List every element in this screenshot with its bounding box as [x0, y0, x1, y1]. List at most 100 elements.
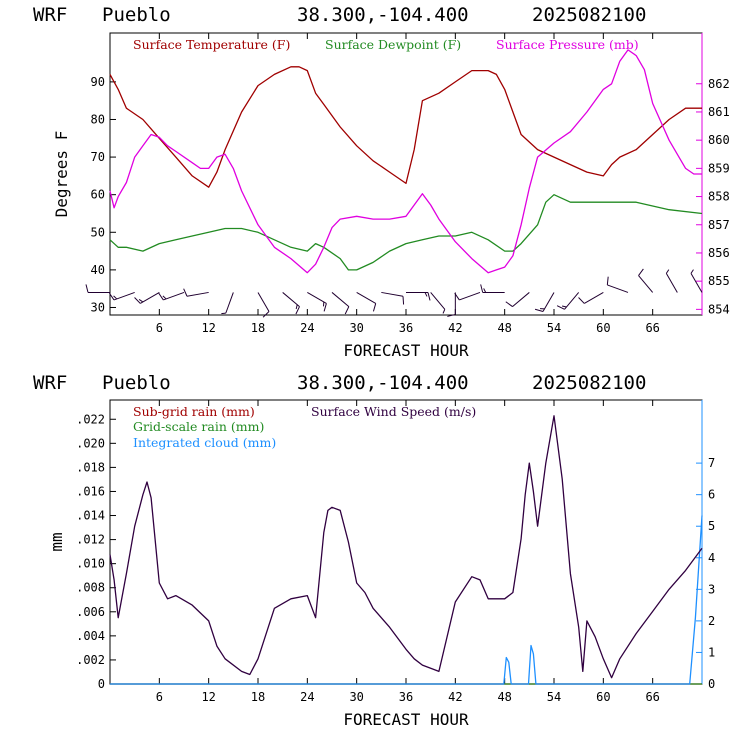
y-tick-label: .022	[76, 412, 105, 426]
y-tick-label: 80	[91, 112, 105, 126]
wind-barb	[186, 291, 209, 297]
wind-barb-feather	[323, 303, 327, 312]
legend-gridscale-rain: Grid-scale rain (mm)	[133, 419, 264, 434]
x-tick-label: 48	[497, 690, 511, 704]
header-coords: 38.300,-104.400	[297, 4, 469, 26]
wind-barb-feather	[424, 292, 428, 297]
wind-barb	[564, 292, 580, 310]
wind-barb-feather	[85, 284, 89, 293]
wind-barb	[512, 292, 530, 307]
wind-barb-feather	[556, 305, 565, 310]
legend-wind-speed: Surface Wind Speed (m/s)	[311, 404, 476, 419]
y-tick-label: .010	[76, 557, 105, 571]
y-tick-label: 50	[91, 225, 105, 239]
wind-barb-feather	[138, 299, 144, 303]
y2-tick-label: 4	[708, 551, 715, 565]
legend-pressure: Surface Pressure (mb)	[496, 37, 639, 52]
wind-barb-feather	[665, 269, 670, 274]
header-coords-2: 38.300,-104.400	[297, 372, 469, 394]
y2-tick-label: 3	[708, 582, 715, 596]
wind-barb-feather	[134, 297, 141, 304]
wind-barb-feather	[113, 295, 118, 300]
y-tick-label: 60	[91, 188, 105, 202]
y-tick-label: .012	[76, 533, 105, 547]
header-run-2: 2025082100	[532, 372, 646, 394]
x-tick-label: 54	[547, 690, 561, 704]
wind-barb-feather	[447, 313, 456, 317]
x-tick-label: 66	[645, 690, 659, 704]
wind-barb-feather	[483, 288, 487, 293]
y2-tick-label: 7	[708, 456, 715, 470]
y-tick-label: .006	[76, 605, 105, 619]
wind-barb	[430, 292, 446, 310]
wind-barb	[356, 292, 376, 304]
y2-tick-label: 861	[708, 105, 730, 119]
y2-tick-label: 6	[708, 488, 715, 502]
y2-tick-label: 1	[708, 645, 715, 659]
wind-barb-feather	[480, 284, 484, 293]
x-tick-label: 30	[349, 690, 363, 704]
top-y-axis-label: Degrees F	[52, 131, 71, 218]
x-tick-label: 48	[497, 321, 511, 335]
y2-tick-label: 862	[708, 77, 730, 91]
y2-tick-label: 860	[708, 133, 730, 147]
wind-barb	[140, 292, 160, 304]
bottom-x-axis-label: FORECAST HOUR	[343, 710, 469, 729]
wind-barb	[638, 275, 654, 293]
x-tick-label: 6	[156, 321, 163, 335]
wind-barb	[607, 284, 629, 293]
top-x-axis-label: FORECAST HOUR	[343, 341, 469, 360]
x-tick-label: 36	[399, 321, 413, 335]
wind-barb	[690, 273, 703, 293]
wind-barb-feather	[427, 292, 431, 301]
y2-tick-label: 5	[708, 519, 715, 533]
y2-tick-label: 857	[708, 218, 730, 232]
wind-barb-feather	[606, 276, 609, 285]
wind-barb-feather	[534, 308, 544, 312]
y-tick-label: 90	[91, 75, 105, 89]
y-tick-label: 40	[91, 263, 105, 277]
wind-barb-feather	[638, 268, 644, 276]
x-tick-label: 60	[596, 690, 610, 704]
wind-barb	[459, 291, 481, 301]
wind-barb-feather	[295, 304, 298, 310]
wind-barb	[584, 292, 604, 304]
legend-dewpoint: Surface Dewpoint (F)	[325, 37, 461, 52]
y-tick-label: .008	[76, 581, 105, 595]
wind-barb	[225, 292, 234, 314]
y2-tick-label: 858	[708, 190, 730, 204]
wind-barb	[381, 291, 404, 297]
wind-barb-feather	[402, 296, 405, 305]
x-tick-label: 60	[596, 321, 610, 335]
y-tick-label: 70	[91, 150, 105, 164]
y2-tick-label: 0	[708, 677, 715, 691]
wind-barb	[307, 292, 327, 304]
y2-tick-label: 854	[708, 302, 730, 316]
x-tick-label: 18	[251, 690, 265, 704]
wind-barb-feather	[295, 306, 300, 315]
wind-barb-feather	[183, 288, 188, 297]
wind-barb	[665, 273, 678, 293]
y-tick-label: .016	[76, 484, 105, 498]
wind-barb-feather	[372, 303, 377, 312]
x-tick-label: 18	[251, 321, 265, 335]
series-line	[109, 194, 703, 271]
legend-subgrid-rain: Sub-grid rain (mm)	[133, 404, 255, 419]
chart-marks: 6 12 18 24 30 36 42 48 54 60 663040506070809085485…	[76, 33, 730, 704]
header-model: WRF	[33, 4, 67, 26]
header-station-2: Pueblo	[102, 372, 171, 394]
x-tick-label: 24	[300, 321, 314, 335]
wind-barb-feather	[262, 311, 270, 318]
x-tick-label: 24	[300, 690, 314, 704]
wind-barb	[282, 292, 300, 307]
header-station: Pueblo	[102, 4, 171, 26]
wind-barb-feather	[578, 297, 585, 304]
bottom-y-axis-label: mm	[47, 532, 66, 551]
y-tick-label: .002	[76, 653, 105, 667]
top-plot-frame	[109, 32, 703, 316]
x-tick-label: 42	[448, 690, 462, 704]
wind-barb-feather	[158, 292, 164, 301]
wind-barb	[113, 291, 135, 301]
wind-barb-feather	[442, 309, 446, 314]
